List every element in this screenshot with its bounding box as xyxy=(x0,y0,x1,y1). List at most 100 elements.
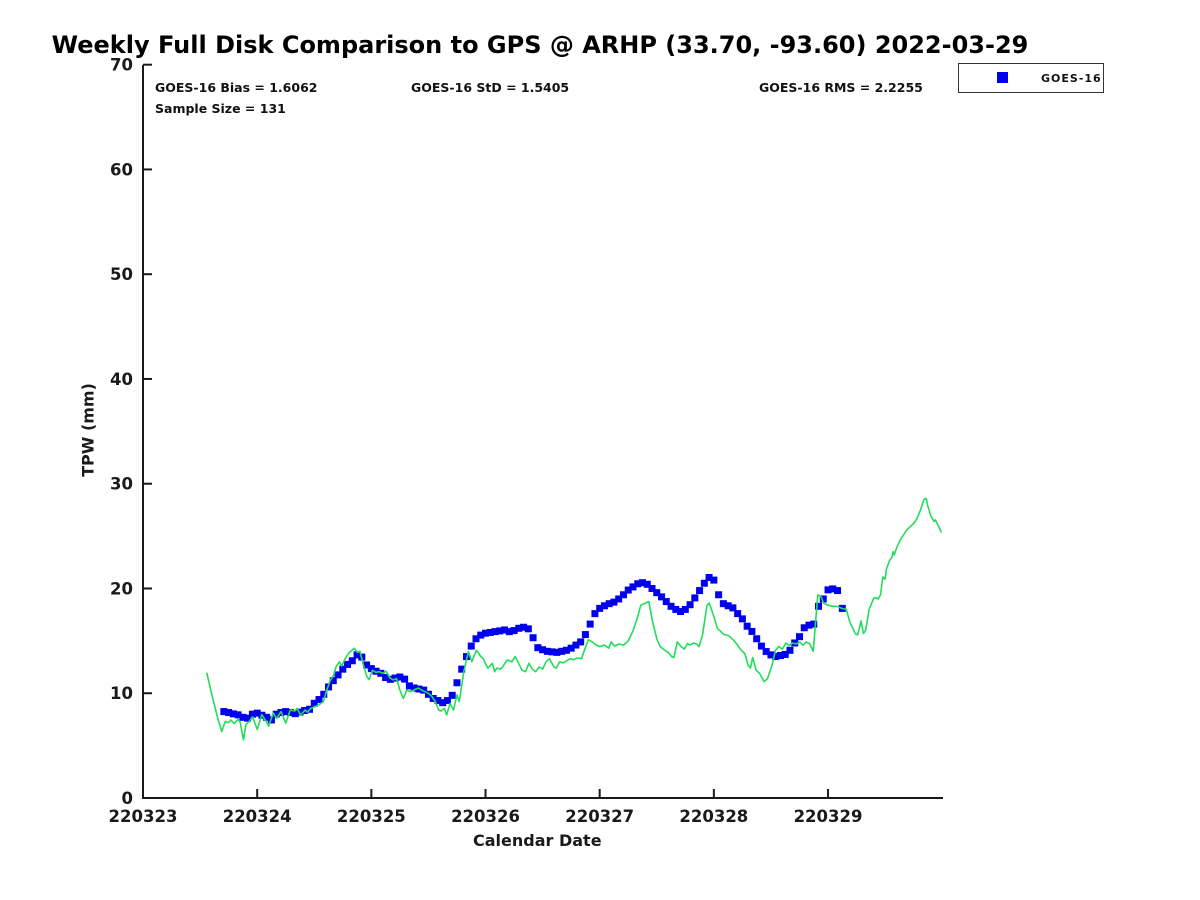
goes16-point xyxy=(800,624,808,632)
stat-bias: GOES-16 Bias = 1.6062 xyxy=(155,80,318,95)
goes16-point xyxy=(515,624,523,632)
goes16-point xyxy=(391,674,399,682)
goes16-point xyxy=(234,711,242,719)
goes16-point xyxy=(677,608,685,616)
goes16-point xyxy=(486,628,494,636)
goes16-point xyxy=(700,579,708,587)
goes16-point xyxy=(581,631,589,639)
goes16-point xyxy=(615,595,623,603)
x-tick-label: 220327 xyxy=(565,807,634,826)
goes16-point xyxy=(524,625,532,633)
goes16-point xyxy=(396,673,404,681)
goes16-point xyxy=(353,651,361,659)
x-tick-label: 220324 xyxy=(223,807,292,826)
y-tick-label: 10 xyxy=(110,684,133,703)
goes16-point xyxy=(667,602,675,610)
goes16-point xyxy=(819,595,827,603)
goes16-point xyxy=(467,642,475,650)
goes16-point xyxy=(491,628,499,636)
goes16-point xyxy=(762,648,770,656)
goes16-point xyxy=(781,650,789,658)
goes16-point xyxy=(681,605,689,613)
goes16-point xyxy=(372,667,380,675)
goes16-point xyxy=(553,648,561,656)
goes16-point xyxy=(329,677,337,685)
goes16-point xyxy=(315,696,323,704)
goes16-point xyxy=(596,604,604,612)
goes16-point xyxy=(282,708,290,716)
goes16-point xyxy=(662,598,670,606)
goes16-point xyxy=(248,710,256,718)
stat-rms: GOES-16 RMS = 2.2255 xyxy=(759,80,923,95)
goes16-point xyxy=(705,573,713,581)
goes16-point xyxy=(382,674,390,682)
goes16-point xyxy=(653,589,661,597)
goes16-point xyxy=(548,648,556,656)
goes16-point xyxy=(377,669,385,677)
chart-title: Weekly Full Disk Comparison to GPS @ ARH… xyxy=(51,31,1029,59)
goes16-point xyxy=(453,679,461,687)
goes16-point xyxy=(748,627,756,635)
goes16-point xyxy=(401,675,409,683)
goes16-point xyxy=(696,587,704,595)
goes16-point xyxy=(772,653,780,661)
goes16-point xyxy=(834,587,842,595)
goes16-point xyxy=(472,635,480,643)
x-tick-label: 220328 xyxy=(679,807,748,826)
goes16-point xyxy=(496,627,504,635)
goes16-point xyxy=(753,635,761,643)
goes16-point xyxy=(719,600,727,608)
goes16-point xyxy=(334,671,342,679)
goes16-point xyxy=(624,586,632,594)
goes16-point xyxy=(220,708,228,716)
goes16-point xyxy=(520,623,528,631)
x-tick-label: 220329 xyxy=(794,807,863,826)
goes16-point xyxy=(658,593,666,601)
goes16-point xyxy=(672,605,680,613)
goes16-point xyxy=(320,690,328,698)
goes16-point xyxy=(434,697,442,705)
goes16-point xyxy=(776,652,784,660)
goes16-point xyxy=(539,646,547,654)
goes16-point xyxy=(225,709,233,717)
legend-label: GOES-16 xyxy=(1041,72,1102,85)
goes16-point xyxy=(810,620,818,628)
goes16-point xyxy=(829,585,837,593)
goes16-point xyxy=(638,579,646,587)
goes16-point xyxy=(482,629,490,637)
x-tick-label: 220326 xyxy=(451,807,520,826)
y-axis-label: TPW (mm) xyxy=(78,383,98,477)
goes16-point xyxy=(420,686,428,694)
goes16-point xyxy=(724,602,732,610)
goes16-point xyxy=(296,708,304,716)
y-tick-label: 50 xyxy=(110,265,133,284)
goes16-point xyxy=(567,644,575,652)
goes16-point xyxy=(367,665,375,673)
goes16-point xyxy=(501,626,509,634)
stat-sample-size: Sample Size = 131 xyxy=(155,101,286,116)
goes16-point xyxy=(558,647,566,655)
goes16-point xyxy=(562,646,570,654)
goes16-point xyxy=(805,621,813,629)
goes16-point xyxy=(767,651,775,659)
y-tick-label: 30 xyxy=(110,475,133,494)
x-tick-label: 220323 xyxy=(109,807,178,826)
legend: GOES-16 xyxy=(958,63,1104,93)
goes16-point xyxy=(586,620,594,628)
goes16-point xyxy=(600,602,608,610)
goes16-point xyxy=(286,709,294,717)
goes16-square-marker-icon xyxy=(997,72,1008,83)
goes16-point xyxy=(729,604,737,612)
goes16-point xyxy=(634,580,642,588)
goes16-point xyxy=(757,642,765,650)
goes16-point xyxy=(339,665,347,673)
goes16-point xyxy=(505,628,513,636)
goes16-point xyxy=(543,647,551,655)
y-tick-label: 20 xyxy=(110,579,133,598)
goes16-point xyxy=(244,714,252,722)
goes16-point xyxy=(572,641,580,649)
goes16-point xyxy=(715,591,723,599)
goes16-point xyxy=(510,627,518,635)
